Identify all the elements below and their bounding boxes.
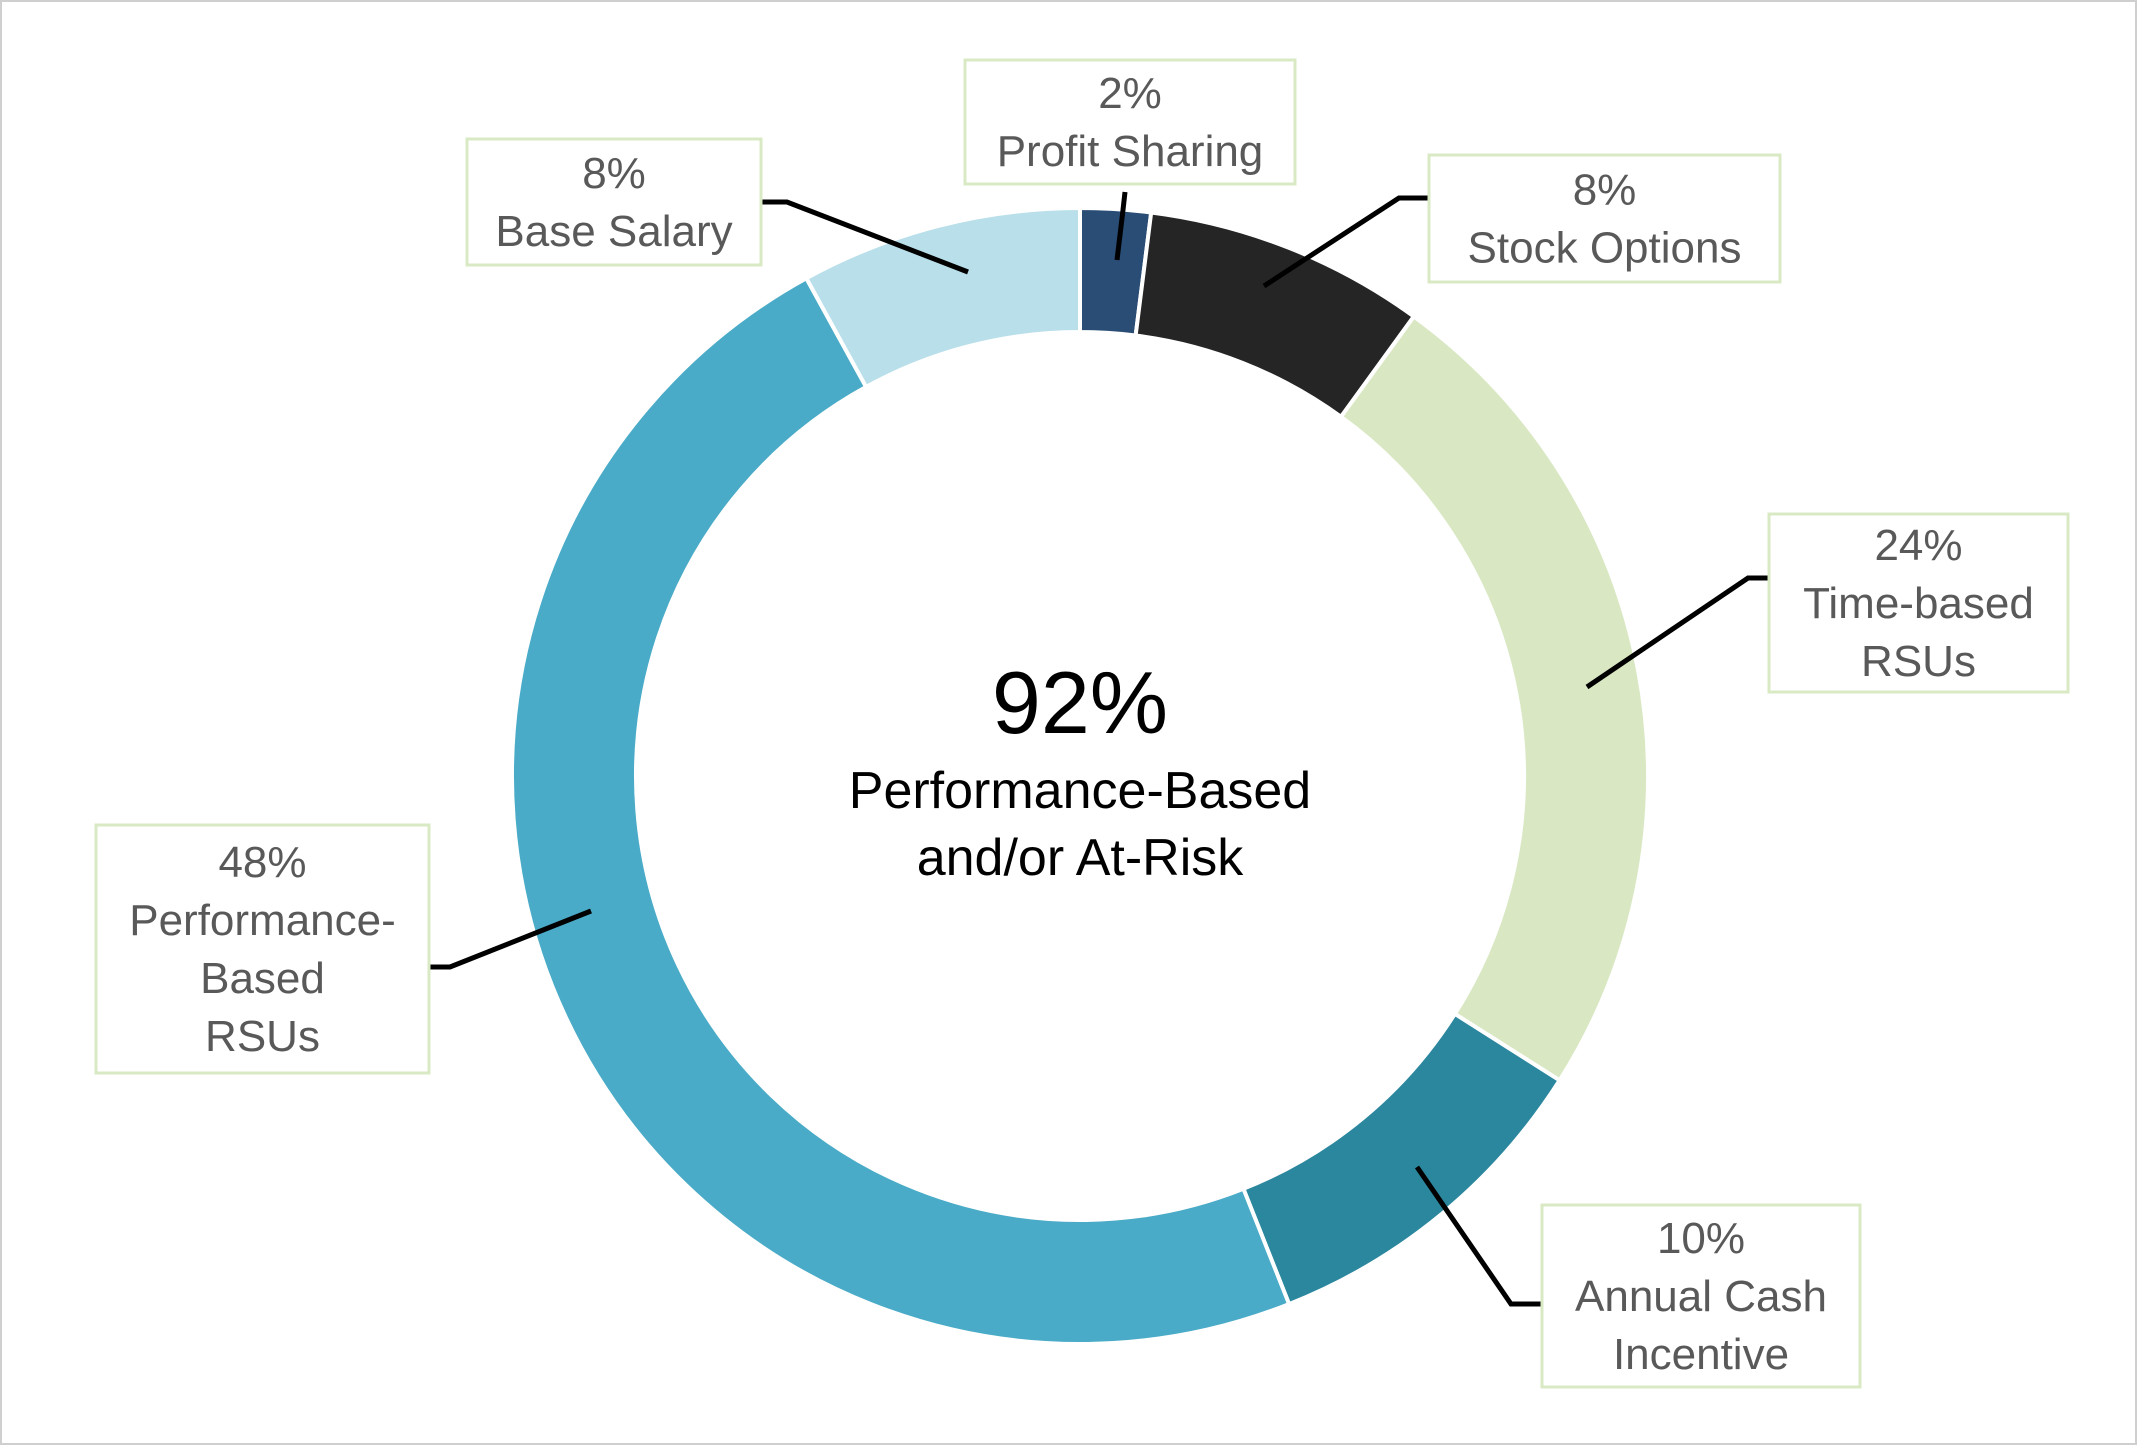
label-name-performance-based-rsus: Performance-	[129, 896, 396, 945]
slice-performance-based-rsus	[510, 275, 1292, 1346]
center-line-2: and/or At-Risk	[917, 829, 1245, 887]
label-box-annual-cash-incentive	[1540, 1203, 1862, 1389]
label-percent-stock-options: 8%	[1573, 166, 1637, 215]
label-performance-based-rsus: 48% Performance- Based RSUs	[94, 823, 431, 1075]
label-name-profit-sharing: Profit Sharing	[997, 127, 1264, 176]
center-value: 92%	[992, 653, 1168, 752]
data-labels: 2% Profit Sharing 8% Stock Options 24% Time-b…	[94, 58, 2070, 1389]
label-percent-profit-sharing: 2%	[1098, 69, 1162, 118]
label-name-performance-based-rsus: RSUs	[205, 1012, 320, 1061]
leader-line-performance-based-rsus	[429, 908, 592, 970]
leader-line-annual-cash-incentive	[1414, 1165, 1542, 1307]
leader-line-profit-sharing	[1114, 191, 1128, 261]
center-label: 92% Performance-Based and/or At-Risk	[849, 653, 1311, 887]
label-name-stock-options: Stock Options	[1468, 224, 1742, 273]
leader-line-base-salary	[761, 199, 969, 275]
label-box-profit-sharing	[963, 58, 1297, 186]
center-line-1: Performance-Based	[849, 762, 1311, 820]
label-time-based-rsus: 24% Time-based RSUs	[1767, 512, 2070, 694]
label-profit-sharing: 2% Profit Sharing	[963, 58, 1297, 186]
label-box-stock-options	[1427, 153, 1782, 284]
leader-line-time-based-rsus	[1585, 575, 1769, 690]
label-percent-time-based-rsus: 24%	[1874, 521, 1962, 570]
label-percent-annual-cash-incentive: 10%	[1657, 1214, 1745, 1263]
slice-annual-cash-incentive	[1240, 1011, 1563, 1307]
label-box-base-salary	[465, 137, 763, 267]
label-box-performance-based-rsus	[94, 823, 431, 1075]
slice-time-based-rsus	[1338, 313, 1650, 1084]
label-name-time-based-rsus: RSUs	[1861, 637, 1976, 686]
label-base-salary: 8% Base Salary	[465, 137, 763, 267]
label-name-performance-based-rsus: Based	[200, 954, 325, 1003]
label-name-base-salary: Base Salary	[495, 207, 732, 256]
label-percent-performance-based-rsus: 48%	[218, 838, 306, 887]
label-name-annual-cash-incentive: Incentive	[1613, 1330, 1789, 1379]
leader-line-stock-options	[1262, 195, 1429, 289]
label-percent-base-salary: 8%	[582, 149, 646, 198]
label-name-annual-cash-incentive: Annual Cash	[1575, 1272, 1827, 1321]
label-box-time-based-rsus	[1767, 512, 2070, 694]
label-name-time-based-rsus: Time-based	[1803, 579, 2034, 628]
label-stock-options: 8% Stock Options	[1427, 153, 1782, 284]
label-annual-cash-incentive: 10% Annual Cash Incentive	[1540, 1203, 1862, 1389]
